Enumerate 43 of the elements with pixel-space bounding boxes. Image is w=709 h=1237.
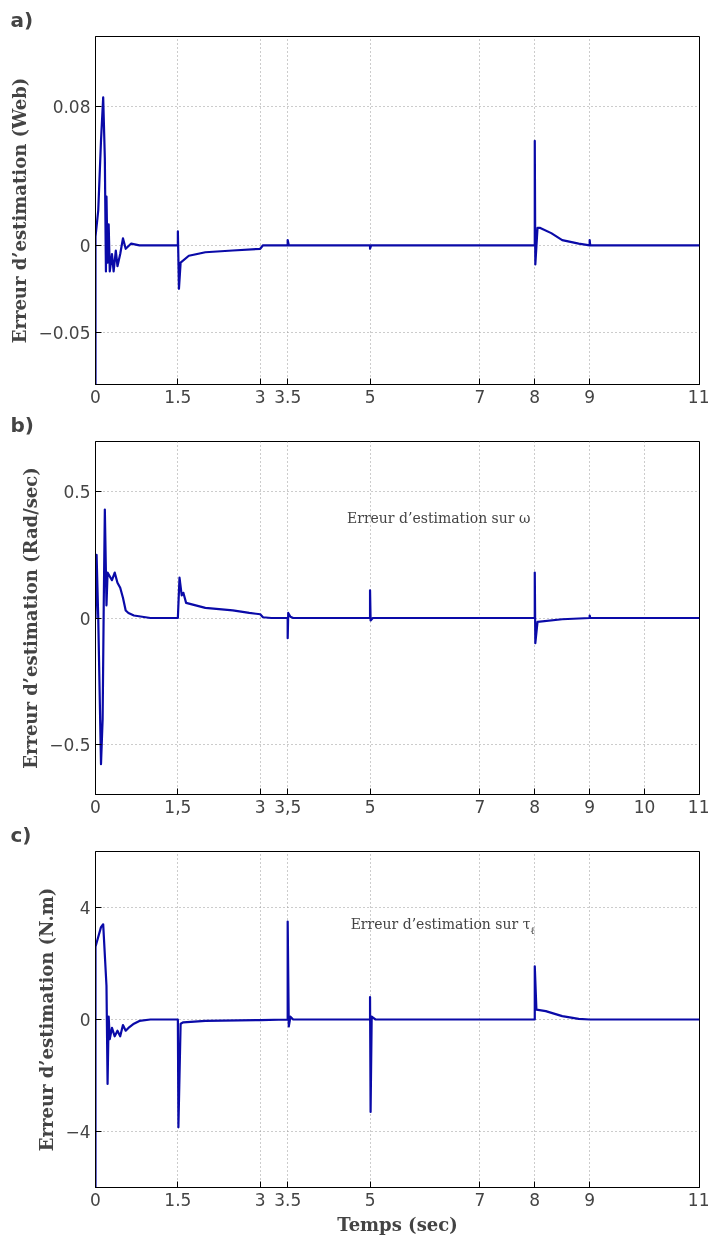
x-tick-label: 10: [633, 796, 656, 817]
x-tick-label: 5: [364, 386, 376, 407]
x-tick-label: 3: [254, 386, 266, 407]
y-tick-label: 0.5: [63, 482, 91, 503]
y-tick-label: 4: [79, 898, 91, 918]
x-tick-label: 1,5: [164, 796, 192, 817]
y-axis-title: Erreur d’estimation (Web): [9, 77, 31, 344]
x-tick-label: 3,5: [274, 796, 302, 817]
x-tick-label: 7: [474, 386, 486, 407]
x-tick-label: 1.5: [164, 1189, 192, 1210]
x-tick-label: 9: [584, 386, 596, 407]
y-tick-label: −4: [65, 1122, 91, 1142]
x-tick-label: 7: [474, 1189, 486, 1210]
x-tick-label: 9: [584, 1189, 596, 1210]
x-tick-label: 3.5: [274, 386, 302, 407]
x-tick-label: 9: [584, 796, 596, 817]
annotation: Erreur d’estimation sur ω: [346, 510, 531, 527]
chart-title: c): [10, 822, 32, 847]
x-tick-label: 7: [474, 796, 486, 817]
y-tick-label: −0.05: [38, 322, 91, 343]
y-tick-label: 0: [79, 235, 91, 256]
chart-title: b): [10, 412, 34, 437]
x-tick-label: 5: [364, 796, 376, 817]
x-tick-label: 8: [529, 386, 541, 407]
line-series: [95, 508, 700, 766]
y-axis-title: Erreur d’estimation (Rad/sec): [20, 467, 42, 769]
x-axis-title: Temps (sec): [337, 1213, 458, 1235]
x-tick-label: 11: [687, 386, 709, 407]
x-tick-label: 5: [364, 1189, 376, 1210]
x-tick-label: 8: [529, 1189, 541, 1210]
y-tick-label: 0: [79, 608, 91, 629]
y-axis-title: Erreur d’estimation (N.m): [36, 887, 58, 1152]
chart-title: a): [10, 7, 34, 32]
x-tick-label: 3: [254, 1189, 266, 1210]
x-tick-label: 11: [687, 796, 709, 817]
x-tick-label: 1.5: [164, 386, 192, 407]
x-tick-label: 11: [687, 1189, 709, 1210]
y-tick-label: 0: [79, 1010, 91, 1030]
x-tick-label: 8: [529, 796, 541, 817]
x-tick-label: 3: [254, 796, 266, 817]
y-tick-label: 0.08: [52, 96, 91, 117]
x-tick-label: 3.5: [274, 1189, 302, 1210]
y-tick-label: −0.5: [49, 734, 91, 755]
